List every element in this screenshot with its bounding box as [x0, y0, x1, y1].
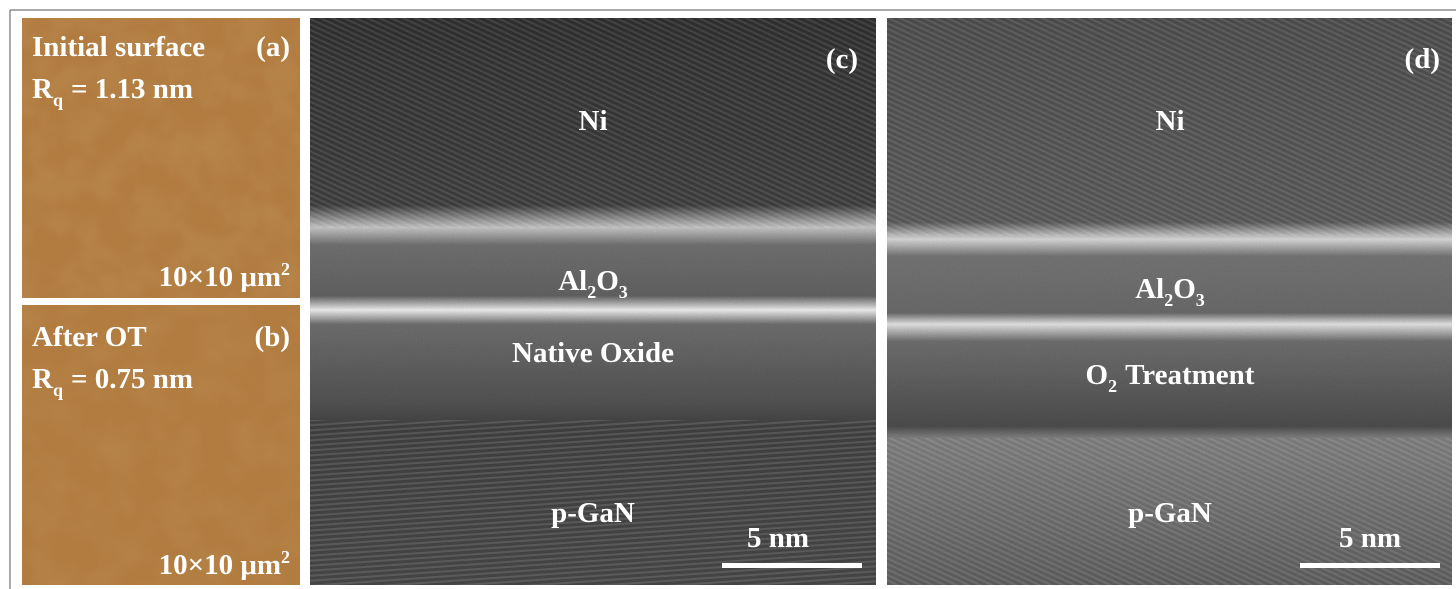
superscript: 2	[281, 259, 290, 279]
panel-label: (c)	[826, 43, 858, 75]
value: = 0.75 nm	[71, 363, 193, 395]
value: = 1.13 nm	[71, 73, 193, 105]
scale-label: 5 nm	[747, 522, 809, 554]
scan-size: 10×10 μm2	[159, 259, 290, 293]
figure: Initial surface (a) Rq = 1.13 nm 10×10 μm…	[0, 0, 1456, 589]
subscript: 3	[1196, 290, 1205, 310]
size: 10×10 μm	[159, 549, 281, 581]
subscript: 2	[1164, 290, 1173, 310]
text: Al	[1135, 273, 1164, 305]
panel-label: (d)	[1405, 43, 1440, 75]
subscript: 2	[587, 282, 596, 302]
subscript: q	[53, 90, 63, 110]
symbol: R	[32, 73, 54, 105]
superscript: 2	[281, 547, 290, 567]
scan-size: 10×10 μm2	[159, 547, 290, 581]
panel-label: (a)	[256, 31, 290, 63]
size: 10×10 μm	[159, 261, 281, 293]
panel-b: After OT (b) Rq = 0.75 nm 10×10 μm2	[22, 305, 300, 585]
panel-title: Initial surface	[32, 31, 205, 63]
panel-a: Initial surface (a) Rq = 1.13 nm 10×10 μm…	[22, 18, 300, 298]
panel-label: (b)	[255, 321, 290, 353]
scale-label: 5 nm	[1339, 522, 1401, 554]
text: Al	[558, 265, 587, 297]
text: Treatment	[1125, 359, 1255, 391]
layer-label: p-GaN	[1128, 497, 1212, 529]
scale-bar	[1300, 563, 1440, 568]
panel-title: After OT	[32, 321, 147, 353]
subscript: 3	[619, 282, 628, 302]
layer-label: Ni	[1156, 105, 1185, 137]
layer-label: p-GaN	[551, 497, 635, 529]
subscript: q	[53, 380, 63, 400]
subscript: 2	[1108, 376, 1117, 396]
symbol: R	[32, 363, 54, 395]
scale-bar	[722, 563, 862, 568]
layer-label: Native Oxide	[512, 337, 674, 369]
text: O	[1086, 359, 1109, 391]
text: O	[596, 265, 619, 297]
layer-label: Ni	[579, 105, 608, 137]
text: O	[1173, 273, 1196, 305]
panel-c: (c) Ni Al2O3 Native Oxide p-GaN 5 nm	[310, 18, 876, 585]
